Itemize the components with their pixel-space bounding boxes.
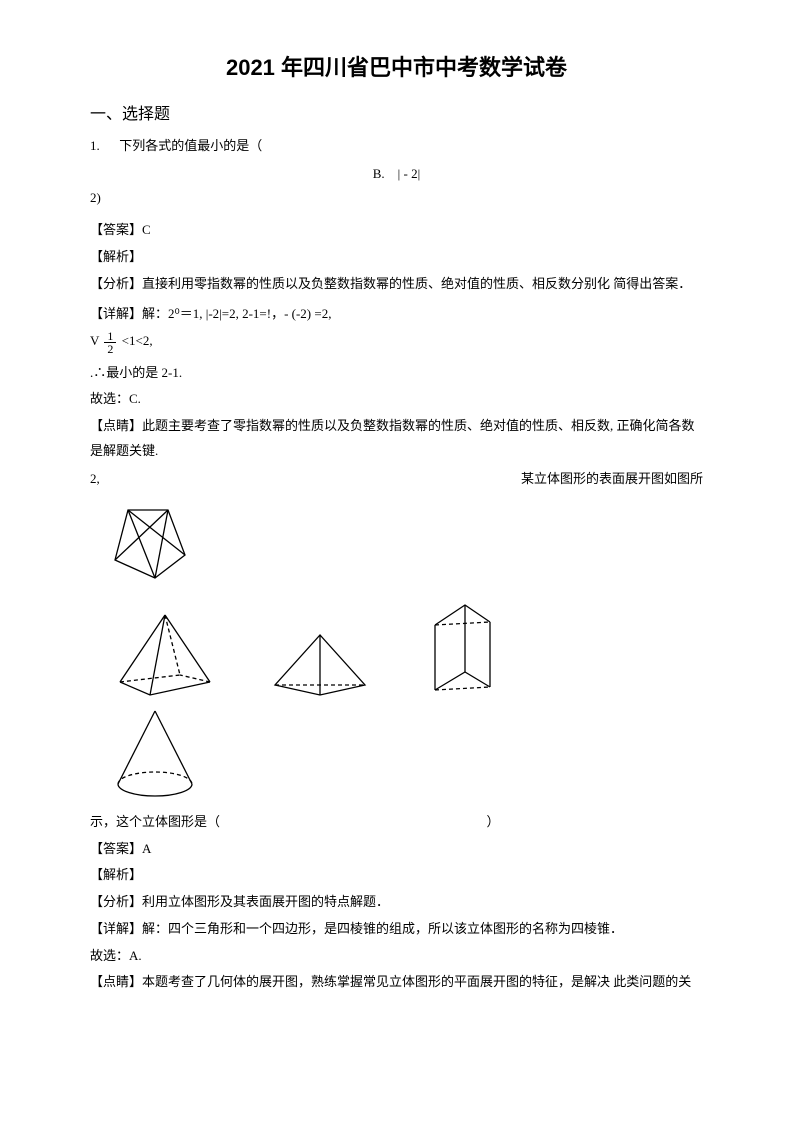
q1-conclusion: .∴最小的是 2-1.	[90, 361, 703, 386]
net-svg	[110, 500, 205, 585]
q1-frac-prefix: V	[90, 333, 99, 348]
q1-frac-suffix: <1<2,	[122, 333, 153, 348]
q2-answer: 【答案】A	[90, 837, 703, 862]
q2-number: 2,	[90, 467, 100, 492]
square-pyramid-icon	[110, 610, 220, 700]
q1-fenxi: 【分析】直接利用零指数幂的性质以及负整数指数幂的性质、绝对值的性质、相反数分别化…	[90, 272, 703, 297]
q2-options-row	[110, 600, 703, 700]
q1-number: 1.	[90, 138, 100, 153]
q1-stem: 下列各式的值最小的是（	[119, 138, 262, 153]
q2-stem-bottom-right: ）	[487, 814, 500, 829]
triangular-prism-icon	[420, 600, 500, 700]
q2-jiexi-label: 【解析】	[90, 863, 703, 888]
q1-option-b: B. | - 2|	[90, 163, 703, 182]
q1-answer: 【答案】C	[90, 218, 703, 243]
q2-dianjing: 【点睛】本题考查了几何体的展开图，熟练掌握常见立体图形的平面展开图的特征，是解决…	[90, 970, 703, 995]
q2-cone-figure	[110, 706, 703, 806]
q2-guxuan: 故选：A.	[90, 944, 703, 969]
exam-page: 2021 年四川省巴中市中考数学试卷 一、选择题 1. 下列各式的值最小的是（ …	[0, 0, 793, 1037]
q1-guxuan: 故选：C.	[90, 387, 703, 412]
q2-fenxi: 【分析】利用立体图形及其表面展开图的特点解题．	[90, 890, 703, 915]
q1-frac-num: 1	[104, 330, 116, 343]
section-heading: 一、选择题	[90, 100, 703, 124]
tetrahedron-icon	[270, 630, 370, 700]
q1-dianjing: 【点睛】此题主要考查了零指数幂的性质以及负整数指数幂的性质、绝对值的性质、相反数…	[90, 414, 703, 463]
q1-frac-den: 2	[104, 343, 116, 355]
q2-stem-bottom: 示，这个立体图形是（ ）	[90, 810, 703, 835]
q1-jiexi-label: 【解析】	[90, 245, 703, 270]
q2-xiangjie: 【详解】解：四个三角形和一个四边形，是四棱锥的组成，所以该立体图形的名称为四棱锥…	[90, 917, 703, 942]
q1-xiangjie: 【详解】解：2⁰＝1, |-2|=2, 2-1=!，- (-2) =2,	[90, 302, 703, 327]
q1-stem-line: 1. 下列各式的值最小的是（	[90, 134, 703, 159]
q2-stem-bottom-left: 示，这个立体图形是（	[90, 814, 220, 829]
cone-icon	[110, 706, 200, 801]
q2-stem-right: 某立体图形的表面展开图如图所	[521, 467, 703, 492]
q1-line2: 2)	[90, 186, 703, 211]
q2-net-figure	[110, 500, 703, 590]
page-title: 2021 年四川省巴中市中考数学试卷	[90, 50, 703, 82]
q1-fraction-line: V 1 2 <1<2,	[90, 329, 703, 355]
q1-fraction: 1 2	[104, 330, 116, 355]
